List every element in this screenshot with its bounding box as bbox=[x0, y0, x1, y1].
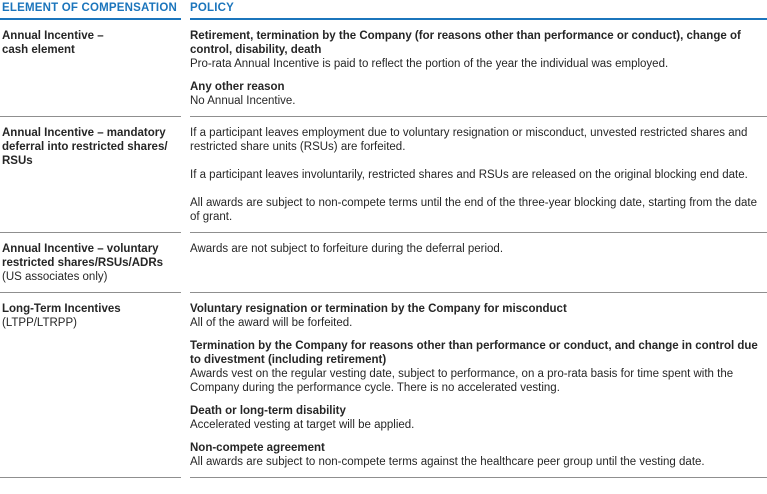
element-name-line: Long-Term Incentives bbox=[2, 303, 121, 315]
policy-body: Awards are not subject to forfeiture dur… bbox=[190, 243, 504, 255]
policy-heading: Voluntary resignation or termination by … bbox=[190, 303, 567, 315]
policy-block: All awards are subject to non-compete te… bbox=[190, 196, 767, 224]
policy-block: If a participant leaves employment due t… bbox=[190, 126, 767, 154]
element-name-line: RSUs bbox=[2, 155, 33, 167]
table-row-long-term-incentives: Long-Term Incentives (LTPP/LTRPP) Volunt… bbox=[0, 292, 767, 477]
element-name-note: (US associates only) bbox=[2, 271, 108, 283]
policy-body: All awards are subject to non-compete te… bbox=[190, 197, 757, 223]
element-name-line: cash element bbox=[2, 44, 75, 56]
policy-block: If a participant leaves involuntarily, r… bbox=[190, 168, 767, 182]
table-bottom-rule bbox=[0, 477, 767, 478]
column-header-element-of-compensation: ELEMENT OF COMPENSATION bbox=[0, 0, 181, 20]
bottom-rule-left-segment bbox=[0, 477, 181, 478]
table-row-annual-incentive-mandatory-deferral: Annual Incentive – mandatory deferral in… bbox=[0, 116, 767, 232]
policy-cell: Retirement, termination by the Company (… bbox=[190, 20, 767, 116]
element-cell: Annual Incentive – cash element bbox=[0, 20, 181, 116]
policy-block: Any other reason No Annual Incentive. bbox=[190, 80, 767, 108]
policy-cell: Voluntary resignation or termination by … bbox=[190, 292, 767, 477]
element-cell: Annual Incentive – voluntary restricted … bbox=[0, 232, 181, 292]
element-name-line: restricted shares/RSUs/ADRs bbox=[2, 257, 164, 269]
policy-block: Termination by the Company for reasons o… bbox=[190, 339, 767, 395]
bottom-rule-right-segment bbox=[190, 477, 767, 478]
element-name-line: Annual Incentive – voluntary bbox=[2, 243, 159, 255]
policy-block: Non-compete agreement All awards are sub… bbox=[190, 441, 767, 469]
policy-heading: Non-compete agreement bbox=[190, 442, 325, 454]
element-cell: Long-Term Incentives (LTPP/LTRPP) bbox=[0, 292, 181, 477]
policy-block: Retirement, termination by the Company (… bbox=[190, 29, 767, 71]
policy-heading: Retirement, termination by the Company (… bbox=[190, 30, 741, 56]
table-header-row: ELEMENT OF COMPENSATION POLICY bbox=[0, 0, 767, 20]
policy-body: If a participant leaves involuntarily, r… bbox=[190, 169, 748, 181]
element-name-line: Annual Incentive – bbox=[2, 30, 104, 42]
policy-body: Awards vest on the regular vesting date,… bbox=[190, 368, 734, 394]
table-row-annual-incentive-cash: Annual Incentive – cash element Retireme… bbox=[0, 20, 767, 116]
policy-block: Death or long-term disability Accelerate… bbox=[190, 404, 767, 432]
policy-body: If a participant leaves employment due t… bbox=[190, 127, 748, 153]
policy-heading: Any other reason bbox=[190, 81, 285, 93]
policy-heading: Death or long-term disability bbox=[190, 405, 346, 417]
policy-body: Accelerated vesting at target will be ap… bbox=[190, 419, 415, 431]
element-name-line: Annual Incentive – mandatory bbox=[2, 127, 166, 139]
column-header-policy: POLICY bbox=[190, 0, 767, 20]
policy-cell: Awards are not subject to forfeiture dur… bbox=[190, 232, 767, 292]
policy-body: All of the award will be forfeited. bbox=[190, 317, 353, 329]
policy-heading: Termination by the Company for reasons o… bbox=[190, 340, 758, 366]
element-name-note: (LTPP/LTRPP) bbox=[2, 317, 77, 329]
table-row-annual-incentive-voluntary: Annual Incentive – voluntary restricted … bbox=[0, 232, 767, 292]
policy-body: All awards are subject to non-compete te… bbox=[190, 456, 705, 468]
policy-body: No Annual Incentive. bbox=[190, 95, 296, 107]
element-name-line: deferral into restricted shares/ bbox=[2, 141, 168, 153]
element-cell: Annual Incentive – mandatory deferral in… bbox=[0, 116, 181, 232]
policy-body: Pro-rata Annual Incentive is paid to ref… bbox=[190, 58, 669, 70]
policy-block: Voluntary resignation or termination by … bbox=[190, 302, 767, 330]
policy-block: Awards are not subject to forfeiture dur… bbox=[190, 242, 767, 256]
policy-cell: If a participant leaves employment due t… bbox=[190, 116, 767, 232]
